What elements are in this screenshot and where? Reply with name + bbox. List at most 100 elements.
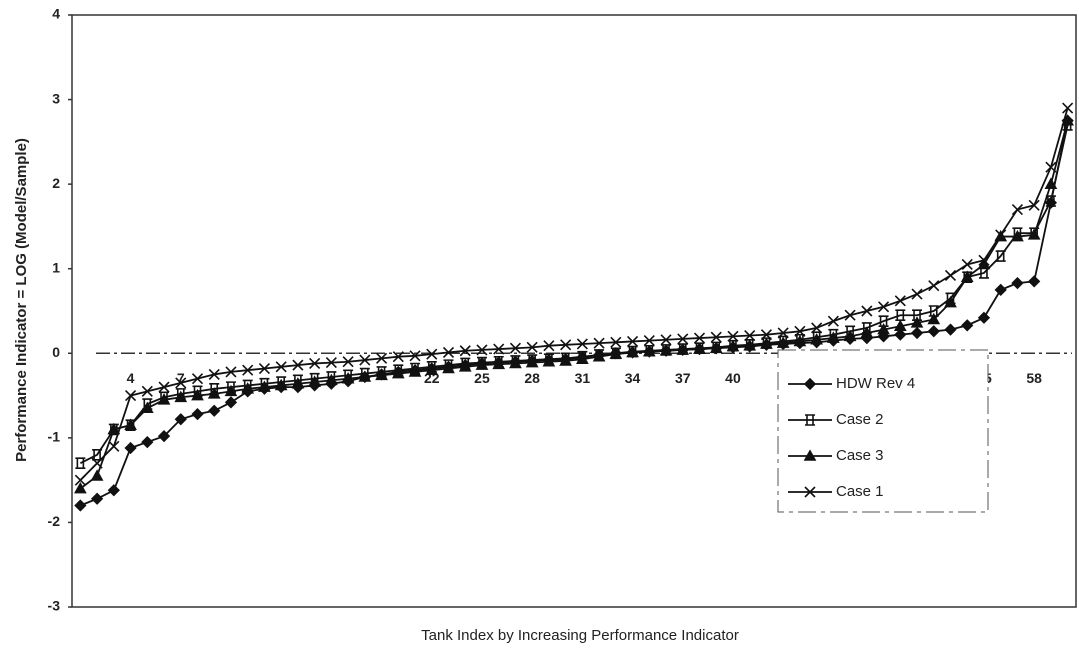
marker: [124, 418, 137, 430]
marker: [860, 326, 874, 338]
marker: [426, 348, 438, 360]
marker: [208, 404, 221, 417]
x-tick-label: 37: [675, 370, 691, 386]
marker: [492, 357, 506, 370]
marker: [191, 388, 204, 401]
marker: [843, 329, 857, 342]
y-tick-label: 1: [52, 259, 60, 275]
marker: [944, 323, 957, 336]
marker: [1044, 177, 1058, 189]
marker: [844, 309, 856, 321]
marker: [944, 269, 957, 282]
legend-box: [777, 349, 989, 513]
marker: [911, 288, 923, 300]
x-tick-label: 58: [1026, 370, 1042, 386]
marker: [157, 393, 171, 405]
marker: [309, 357, 321, 369]
marker: [693, 332, 706, 344]
marker: [827, 315, 839, 327]
marker: [927, 312, 941, 325]
marker: [375, 368, 388, 381]
marker: [743, 339, 757, 351]
marker: [810, 333, 823, 345]
series-line: [79, 107, 1069, 481]
legend: HDW Rev 4 Case 2 Case 3 Case 1: [777, 349, 989, 513]
marker: [760, 329, 772, 341]
marker: [391, 366, 405, 379]
marker: [777, 327, 789, 339]
marker: [727, 330, 739, 342]
marker: [141, 435, 154, 449]
marker: [107, 422, 121, 435]
legend-label: Case 1: [836, 483, 884, 500]
marker: [861, 305, 873, 317]
marker: [74, 481, 87, 494]
marker: [1011, 276, 1024, 290]
marker: [1045, 195, 1056, 207]
marker: [560, 339, 572, 351]
marker: [409, 350, 421, 362]
marker: [74, 499, 87, 512]
marker: [776, 336, 790, 348]
marker: [208, 368, 220, 380]
marker: [241, 382, 255, 394]
marker: [978, 254, 990, 266]
marker: [559, 354, 572, 366]
marker: [526, 341, 538, 353]
marker: [760, 337, 773, 349]
marker: [592, 350, 606, 362]
marker: [458, 360, 472, 372]
marker: [207, 387, 221, 399]
marker: [242, 364, 254, 376]
marker: [124, 441, 137, 455]
marker: [107, 484, 120, 497]
marker: [744, 329, 756, 342]
marker: [125, 390, 137, 402]
marker: [726, 339, 740, 352]
marker: [174, 413, 187, 426]
marker: [1027, 228, 1041, 240]
marker: [258, 380, 271, 392]
marker: [910, 316, 924, 328]
marker: [358, 370, 372, 382]
marker: [325, 357, 337, 369]
marker: [442, 346, 455, 359]
marker: [325, 373, 338, 386]
marker: [274, 378, 288, 391]
marker: [659, 344, 673, 356]
marker: [1062, 102, 1074, 114]
marker: [292, 359, 304, 371]
marker: [376, 352, 388, 364]
marker: [995, 229, 1007, 241]
marker: [291, 377, 305, 389]
marker: [75, 457, 86, 470]
marker: [359, 354, 371, 366]
marker: [225, 366, 237, 378]
marker: [676, 343, 690, 355]
marker: [961, 258, 973, 271]
marker: [90, 492, 104, 505]
marker: [1028, 275, 1041, 288]
marker: [803, 377, 817, 391]
marker: [944, 295, 957, 308]
marker: [1028, 199, 1040, 211]
marker: [677, 333, 689, 345]
x-tick-label: 40: [725, 370, 741, 386]
marker: [459, 345, 471, 357]
marker: [627, 335, 639, 348]
marker: [342, 356, 354, 368]
x-tick-label: 34: [625, 370, 641, 386]
marker: [92, 448, 103, 461]
marker: [660, 334, 672, 346]
marker: [175, 377, 187, 389]
legend-label: Case 2: [836, 411, 884, 428]
marker: [643, 335, 655, 347]
marker: [224, 396, 238, 409]
marker: [1061, 114, 1074, 126]
marker: [1011, 229, 1024, 242]
marker: [542, 355, 556, 367]
marker: [642, 344, 656, 357]
marker: [878, 301, 890, 313]
